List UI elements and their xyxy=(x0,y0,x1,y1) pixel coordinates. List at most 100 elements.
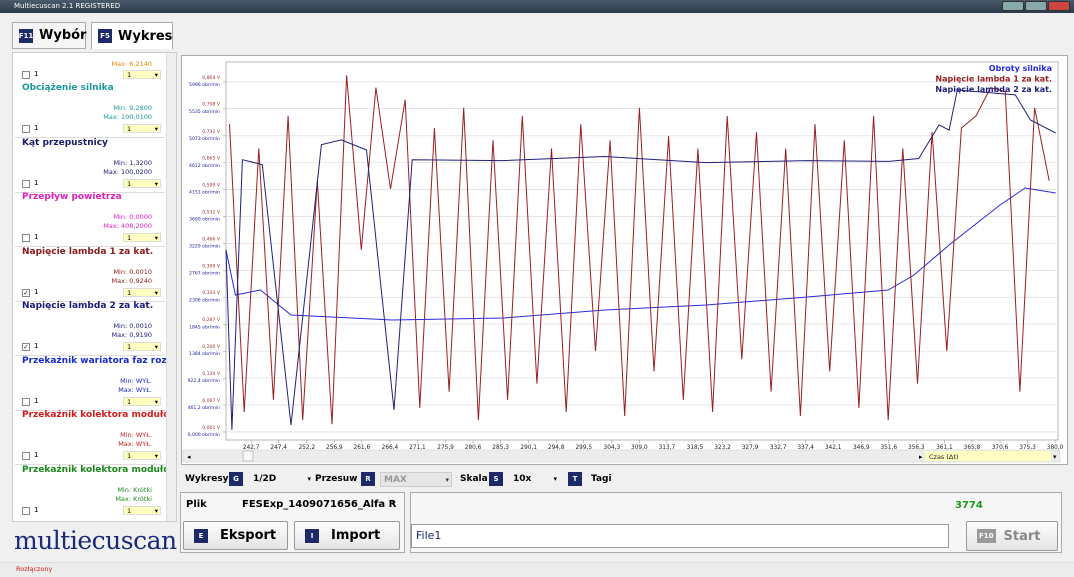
dropdown-value: 1 xyxy=(127,452,132,460)
dropdown[interactable]: 1 ▾ xyxy=(123,233,161,242)
sensor-name: Kąt przepustnicy xyxy=(22,137,108,148)
tab[interactable]: F5 Wykres xyxy=(91,22,173,49)
dropdown[interactable]: 1 ▾ xyxy=(123,287,161,297)
dropdown[interactable]: 1 ▾ xyxy=(123,342,161,351)
x-tick-label: 342,1 xyxy=(825,445,842,451)
x-tick-label: 351,6 xyxy=(880,445,897,451)
x-tick-label: 285,3 xyxy=(492,445,509,451)
x-tick-label: 375,3 xyxy=(1019,445,1036,451)
x-tick-label: 261,6 xyxy=(354,445,371,451)
separator xyxy=(15,137,165,138)
tab[interactable]: F11 Wybór xyxy=(12,22,86,49)
close-button[interactable] xyxy=(1048,1,1070,11)
x-tick-label: 313,7 xyxy=(659,445,676,451)
dropdown[interactable]: MAX ▾ xyxy=(380,472,452,487)
dropdown[interactable]: 1/2D ▾ xyxy=(253,474,311,484)
legend-entry: Obroty silnika xyxy=(989,64,1052,73)
button-key: F10 xyxy=(977,529,996,543)
dropdown-value: 1 xyxy=(127,179,132,188)
dropdown[interactable]: 1 ▾ xyxy=(123,396,161,406)
y2-tick-label: 5996 obr/min xyxy=(189,82,220,88)
y2-tick-label: 4612 obr/min xyxy=(189,163,220,169)
export-button[interactable]: E Eksport xyxy=(183,521,288,550)
control-key: R xyxy=(361,472,375,486)
y2-tick-label: 1845 obr/min xyxy=(189,324,220,330)
control-key[interactable]: T xyxy=(568,472,582,486)
x-tick-label: 380,0 xyxy=(1047,445,1064,451)
checkbox[interactable] xyxy=(22,452,30,460)
max-value: Max: 100,0200 xyxy=(103,167,152,176)
dropdown-arrow: ▾ xyxy=(392,499,396,507)
x-tick-label: 309,0 xyxy=(631,445,648,451)
max-value: Max: 0,9190 xyxy=(111,331,152,339)
sensor-name: Przekaźnik wariatora faz rozrz xyxy=(22,355,166,366)
sensor-name: Napięcie lambda 2 za kat. xyxy=(22,301,154,311)
minimize-button[interactable] xyxy=(1002,1,1024,11)
checkbox[interactable] xyxy=(22,397,30,406)
y-tick-label: 0,599 V xyxy=(202,182,221,188)
max-value: Max: Krótki xyxy=(115,494,152,503)
toggle-label[interactable]: Tagi xyxy=(591,474,612,484)
checkbox[interactable]: ✓ xyxy=(22,288,30,297)
checkbox[interactable] xyxy=(22,179,30,188)
max-value: Max: WYŁ. xyxy=(118,440,152,448)
import-button[interactable]: I Import xyxy=(294,521,400,550)
dropdown[interactable]: 1 ▾ xyxy=(123,178,161,188)
x-tick-label: 318,5 xyxy=(687,445,704,451)
min-value: Min: 0,0010 xyxy=(113,267,152,276)
y2-tick-label: 5073 obr/min xyxy=(189,136,220,142)
chart: 0,001 V 0,067 V 0,134 V 0,200 V 0,267 V 0,333… xyxy=(181,55,1068,465)
plot-area xyxy=(225,61,1059,441)
min-value: Min: 0,0010 xyxy=(113,322,152,330)
dropdown-value: 1 xyxy=(127,71,132,79)
y2-tick-label: 461,2 obr/min xyxy=(188,405,221,411)
checkbox[interactable] xyxy=(22,71,30,79)
status-text: Rozłączony xyxy=(16,565,53,573)
checkbox[interactable]: ✓ xyxy=(22,343,30,351)
dropdown[interactable]: 1 ▾ xyxy=(123,124,161,133)
button-label: Start xyxy=(1003,528,1041,544)
x-tick-label: 361,1 xyxy=(936,445,953,451)
y-tick-label: 0,864 V xyxy=(202,75,221,81)
x-tick-label: 290,1 xyxy=(520,445,537,451)
x-tick-label: 242,7 xyxy=(243,445,260,451)
y-tick-label: 0,731 V xyxy=(202,129,221,135)
text-input[interactable]: File1 xyxy=(411,524,949,548)
y-tick-label: 0,466 V xyxy=(202,236,221,242)
x-tick-label: 256,9 xyxy=(326,445,343,451)
button-key: E xyxy=(194,528,208,543)
dropdown[interactable]: 1 ▾ xyxy=(123,451,161,460)
separator xyxy=(15,464,165,465)
title-bar: Multiecuscan 2.1 REGISTERED xyxy=(0,0,1074,13)
control-key: S xyxy=(489,472,503,486)
y-tick-label: 0,200 V xyxy=(202,344,221,350)
max-value: Max: 408,2000 xyxy=(103,222,152,230)
maximize-button[interactable] xyxy=(1025,1,1047,11)
checkbox[interactable] xyxy=(22,234,30,242)
x-tick-label: 280,6 xyxy=(465,445,482,451)
dropdown-value: 1 xyxy=(127,397,132,406)
status-bar xyxy=(0,562,1074,577)
min-value: Min: 1,3200 xyxy=(113,158,152,167)
file-dropdown[interactable]: FESExp_1409071656_Alfa R xyxy=(242,499,400,510)
checkbox[interactable] xyxy=(22,125,30,133)
dropdown[interactable]: 1 ▾ xyxy=(123,505,161,515)
scrollbar[interactable] xyxy=(166,53,176,521)
dropdown-value: 1/2D xyxy=(253,474,277,484)
legend-entry: Napięcie lambda 1 za kat. xyxy=(935,75,1052,84)
checkbox-label: 1 xyxy=(34,70,39,78)
scroll-arrow: ▸ xyxy=(919,453,923,461)
dropdown[interactable]: 10x ▾ xyxy=(513,474,557,484)
x-tick-label: 356,3 xyxy=(908,445,925,451)
control-label: Skala xyxy=(460,474,488,484)
y-tick-label: 0,267 V xyxy=(202,317,221,323)
checkbox[interactable] xyxy=(22,506,30,515)
dropdown-arrow: ▾ xyxy=(154,71,158,79)
dropdown-arrow: ▾ xyxy=(154,234,158,242)
scroll-arrow: ◂ xyxy=(187,453,191,461)
dropdown-arrow: ▾ xyxy=(154,179,158,188)
dropdown[interactable]: 1 ▾ xyxy=(123,70,161,79)
start-button[interactable]: F10 Start xyxy=(966,521,1058,551)
dropdown-arrow: ▾ xyxy=(154,506,158,515)
control-label: Wykresy xyxy=(185,474,229,484)
